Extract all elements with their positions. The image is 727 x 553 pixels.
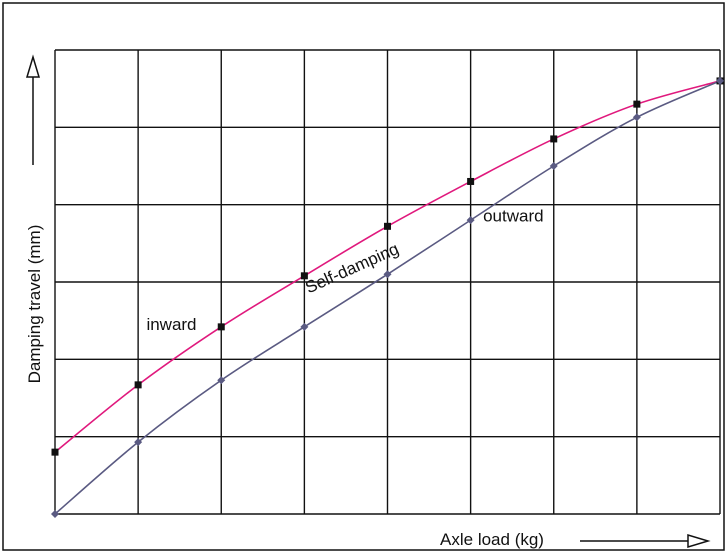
data-point-outward	[51, 510, 59, 518]
data-point-inward	[51, 448, 59, 456]
data-point-inward	[467, 177, 475, 185]
annotation-label: outward	[483, 207, 543, 226]
annotation-label: inward	[146, 315, 196, 334]
data-point-outward	[300, 322, 309, 331]
data-point-inward	[134, 381, 142, 389]
x-axis-label: Axle load (kg)	[440, 530, 544, 549]
data-point-inward	[300, 272, 308, 280]
data-point-inward	[550, 135, 558, 143]
data-point-outward	[134, 438, 143, 447]
data-point-outward	[549, 162, 558, 170]
data-point-outward	[383, 270, 392, 279]
data-point-outward	[632, 113, 641, 122]
y-axis-label: Damping travel (mm)	[25, 225, 44, 384]
marker-layer	[51, 76, 724, 518]
data-point-outward	[716, 76, 724, 85]
data-point-outward	[466, 216, 475, 225]
y-axis-arrow-head	[25, 54, 41, 78]
data-point-outward	[217, 376, 226, 385]
data-point-inward	[633, 100, 641, 108]
data-point-inward	[384, 222, 391, 230]
x-axis-arrow-head	[687, 533, 711, 549]
grid	[54, 49, 721, 515]
data-point-inward	[217, 323, 225, 331]
